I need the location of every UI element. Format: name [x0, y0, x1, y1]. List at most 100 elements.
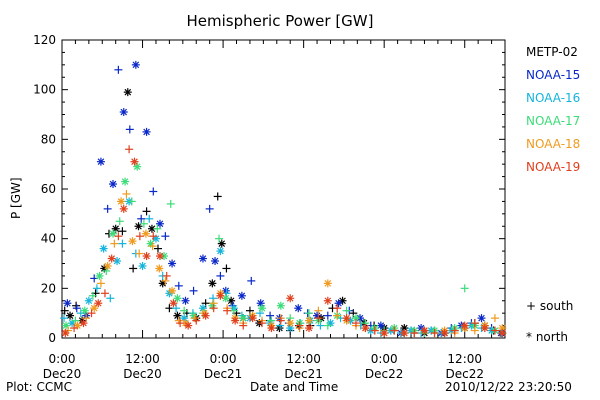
data-point-south	[333, 311, 342, 320]
data-point-south	[118, 239, 127, 248]
data-point-south	[137, 214, 146, 223]
data-point-north	[198, 254, 207, 263]
data-point-north	[231, 316, 240, 325]
y-tick-label: 0	[48, 331, 56, 345]
data-point-north	[66, 311, 75, 320]
data-point-south	[266, 311, 275, 320]
data-point-south	[153, 224, 162, 233]
data-point-south	[323, 321, 332, 330]
data-point-south	[390, 326, 399, 335]
data-point-south	[139, 219, 148, 228]
data-point-south	[470, 319, 479, 328]
data-point-north	[217, 239, 226, 248]
data-point-south	[161, 276, 170, 285]
data-point-north	[169, 299, 178, 308]
series-metp02	[60, 88, 506, 338]
data-point-north	[107, 254, 116, 263]
data-point-north	[480, 324, 489, 333]
y-tick-label: 80	[41, 132, 56, 146]
data-point-north	[181, 296, 190, 305]
data-point-south	[149, 232, 158, 241]
data-point-north	[184, 321, 193, 330]
data-point-south	[88, 291, 97, 300]
data-point-north	[109, 180, 118, 189]
data-point-south	[148, 242, 157, 251]
data-point-north	[211, 257, 220, 266]
data-point-north	[84, 296, 93, 305]
data-point-north	[460, 321, 469, 330]
data-point-south	[125, 125, 134, 134]
data-point-south	[209, 304, 218, 313]
data-point-south	[110, 239, 119, 248]
data-point-south	[342, 306, 351, 315]
legend-item-noaa17: NOAA-17	[526, 114, 581, 128]
legend-item-noaa16: NOAA-16	[526, 91, 581, 105]
series-noaa18	[64, 189, 507, 338]
x-tick-date-label: Dec20	[43, 367, 82, 381]
data-point-north	[323, 279, 332, 288]
data-point-north	[342, 314, 351, 323]
data-point-south	[239, 321, 248, 330]
data-point-south	[333, 304, 342, 313]
chart-title: Hemispheric Power [GW]	[186, 12, 374, 30]
y-tick-label: 20	[41, 281, 56, 295]
data-point-south	[189, 286, 198, 295]
data-point-north	[62, 321, 71, 330]
data-point-north	[155, 252, 164, 261]
data-point-south	[96, 279, 105, 288]
data-point-south	[430, 329, 439, 338]
data-point-north	[286, 319, 295, 328]
data-point-south	[222, 264, 231, 273]
data-point-south	[305, 309, 314, 318]
x-tick-date-label: Dec20	[123, 367, 162, 381]
data-point-north	[420, 326, 429, 335]
timestamp: 2010/12/22 23:20:50	[445, 380, 572, 394]
data-point-north	[305, 324, 314, 333]
data-point-north	[90, 304, 99, 313]
data-point-south	[127, 197, 136, 206]
data-point-south	[490, 314, 499, 323]
legend-item-noaa15: NOAA-15	[526, 68, 581, 82]
data-point-north	[400, 329, 409, 338]
data-point-south	[135, 232, 144, 241]
data-point-south	[114, 65, 123, 74]
data-point-north	[440, 329, 449, 338]
data-point-south	[410, 329, 419, 338]
data-point-north	[119, 108, 128, 117]
legend-item-noaa18: NOAA-18	[526, 137, 581, 151]
data-point-south	[216, 271, 225, 280]
data-point-north	[141, 229, 150, 238]
data-point-north	[477, 314, 486, 323]
data-point-south	[223, 306, 232, 315]
y-axis-label: P [GW]	[9, 177, 23, 219]
data-point-north	[267, 324, 276, 333]
data-point-north	[130, 157, 139, 166]
data-point-south	[192, 316, 201, 325]
data-point-south	[100, 289, 109, 298]
data-point-south	[166, 199, 175, 208]
data-point-north	[173, 294, 182, 303]
x-tick-date-label: Dec22	[365, 367, 404, 381]
data-point-north	[147, 224, 156, 233]
data-point-south	[122, 189, 131, 198]
data-point-south	[106, 294, 115, 303]
data-point-north	[168, 259, 177, 268]
data-point-south	[314, 314, 323, 323]
data-point-south	[490, 326, 499, 335]
data-point-north	[61, 329, 70, 338]
data-point-south	[129, 264, 138, 273]
y-axis: 0 20 40 60 80 100 120	[33, 33, 505, 345]
series-noaa16	[60, 197, 506, 338]
y-tick-label: 100	[33, 83, 56, 97]
data-point-south	[162, 271, 171, 280]
data-point-south	[145, 214, 154, 223]
data-point-south	[114, 232, 123, 241]
y-tick-label: 60	[41, 182, 56, 196]
x-tick-date-label: Dec22	[445, 367, 484, 381]
data-point-south	[205, 204, 214, 213]
x-axis-label: Date and Time	[250, 380, 339, 394]
data-point-south	[450, 326, 459, 335]
plus-symbol-icon: +	[526, 299, 537, 313]
data-point-north	[294, 304, 303, 313]
symbol-key-south: + south	[526, 299, 573, 313]
